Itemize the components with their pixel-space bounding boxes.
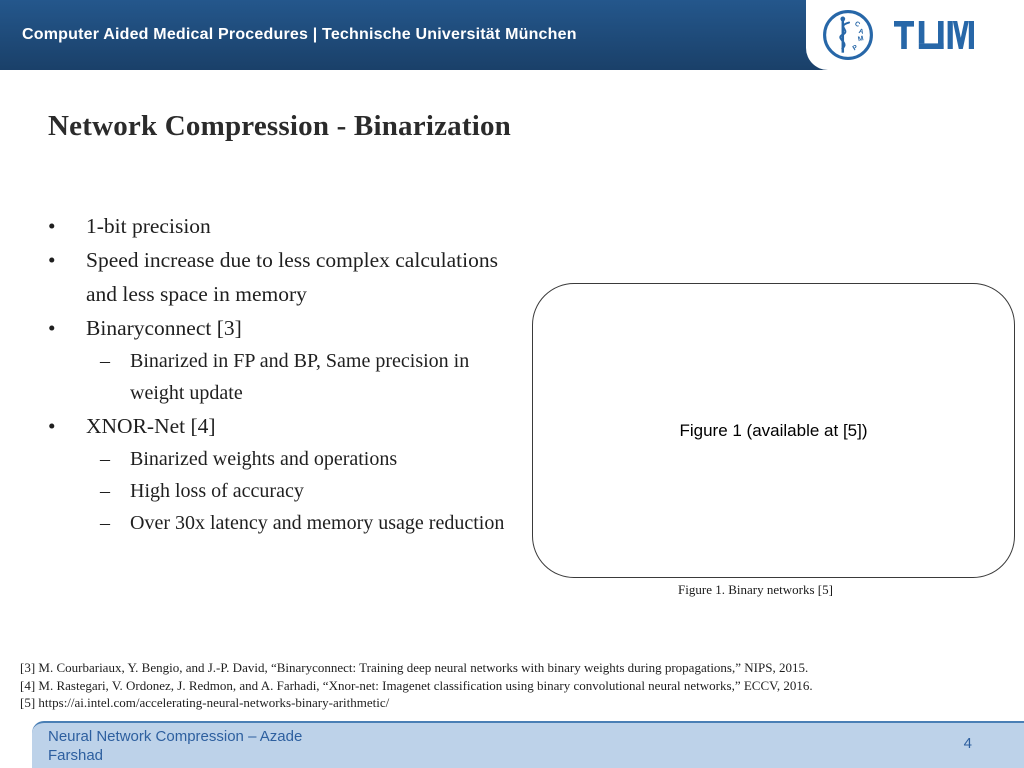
bullet-item-binarized-fp-bp: – Binarized in FP and BP, Same precision… bbox=[48, 345, 510, 409]
bullet-text: Binaryconnect [3] bbox=[86, 316, 242, 340]
bullet-marker: • bbox=[48, 214, 56, 238]
tum-wordmark-icon bbox=[894, 21, 974, 49]
svg-text:M: M bbox=[857, 35, 864, 43]
bullet-marker: – bbox=[100, 512, 110, 534]
svg-text:A: A bbox=[858, 28, 864, 36]
bullet-marker: • bbox=[48, 248, 56, 272]
bullet-list: • 1-bit precision • Speed increase due t… bbox=[48, 209, 510, 539]
figure-placeholder-text: Figure 1 (available at [5]) bbox=[679, 420, 868, 440]
bullet-item-latency-reduction: – Over 30x latency and memory usage redu… bbox=[48, 507, 510, 539]
footer-title: Neural Network Compression – Azade Farsh… bbox=[48, 728, 303, 764]
tum-logo: TUM bbox=[894, 20, 974, 50]
bullet-item-binaryconnect: • Binaryconnect [3] bbox=[48, 311, 510, 345]
bullet-text: High loss of accuracy bbox=[130, 480, 304, 502]
figure-caption: Figure 1. Binary networks [5] bbox=[678, 582, 833, 597]
camp-logo: C A M P bbox=[822, 9, 874, 61]
figure-placeholder-box: Figure 1 (available at [5]) bbox=[532, 283, 1015, 578]
bullet-marker: – bbox=[100, 350, 110, 372]
bullet-item-speed: • Speed increase due to less complex cal… bbox=[48, 243, 510, 311]
bullet-item-xnor-net: • XNOR-Net [4] bbox=[48, 409, 510, 443]
asclepius-staff-icon: C A M P bbox=[823, 10, 873, 60]
reference-5-url: [5] https://ai.intel.com/accelerating-ne… bbox=[20, 695, 390, 710]
bullet-marker: • bbox=[48, 316, 56, 340]
header-title: Computer Aided Medical Procedures | Tech… bbox=[22, 26, 577, 43]
bullet-text: Binarized in FP and BP, Same precision i… bbox=[130, 350, 470, 404]
bullet-marker: • bbox=[48, 414, 56, 438]
bullet-text: Binarized weights and operations bbox=[130, 448, 398, 470]
svg-text:P: P bbox=[852, 44, 860, 53]
slide-title: Network Compression - Binarization bbox=[48, 110, 511, 142]
logo-panel: C A M P TUM bbox=[806, 0, 1024, 70]
svg-text:C: C bbox=[853, 20, 861, 29]
bullet-text: Over 30x latency and memory usage reduct… bbox=[130, 512, 505, 534]
page-number: 4 bbox=[963, 735, 972, 752]
references-block: [3] M. Courbariaux, Y. Bengio, and J.-P.… bbox=[20, 659, 980, 712]
bullet-item-1bit: • 1-bit precision bbox=[48, 209, 510, 243]
bullet-marker: – bbox=[100, 448, 110, 470]
bullet-item-high-loss: – High loss of accuracy bbox=[48, 475, 510, 507]
bullet-text: Speed increase due to less complex calcu… bbox=[86, 248, 498, 306]
header-bar: Computer Aided Medical Procedures | Tech… bbox=[0, 0, 1024, 70]
reference-3: [3] M. Courbariaux, Y. Bengio, and J.-P.… bbox=[20, 660, 809, 675]
reference-4: [4] M. Rastegari, V. Ordonez, J. Redmon,… bbox=[20, 677, 813, 693]
bullet-text: XNOR-Net [4] bbox=[86, 414, 216, 438]
bullet-text: 1-bit precision bbox=[86, 214, 211, 238]
footer-bar: Neural Network Compression – Azade Farsh… bbox=[32, 721, 1024, 768]
bullet-item-binarized-weights: – Binarized weights and operations bbox=[48, 443, 510, 475]
bullet-marker: – bbox=[100, 480, 110, 502]
